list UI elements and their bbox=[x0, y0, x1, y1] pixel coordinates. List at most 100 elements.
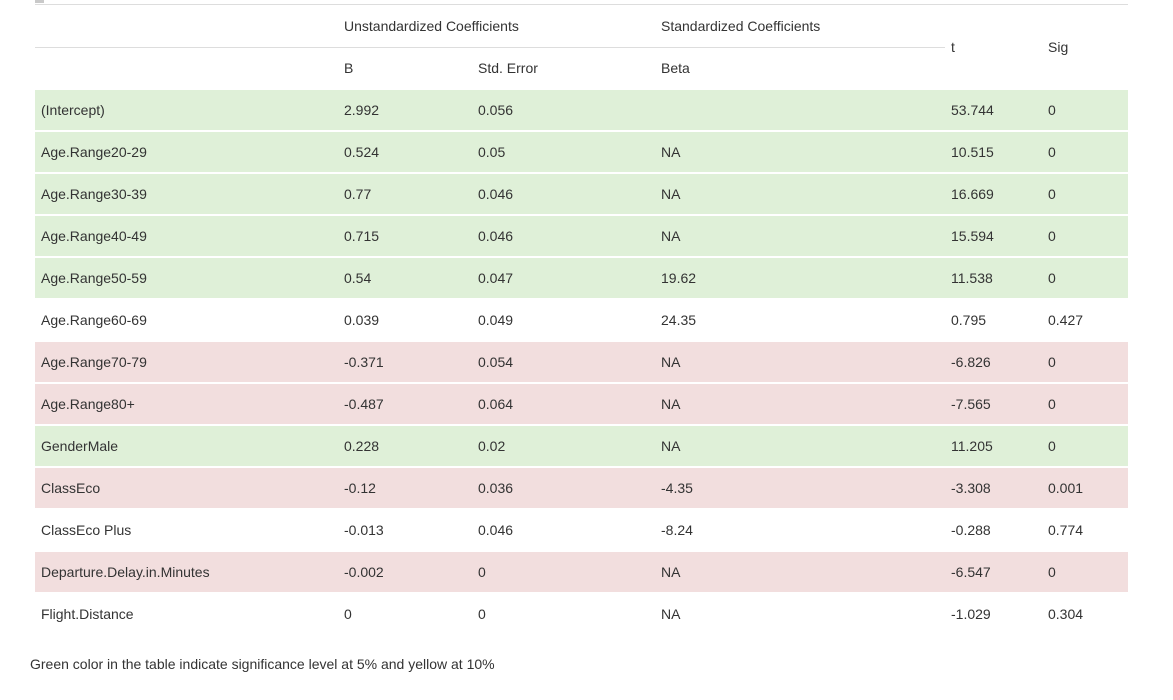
row-label-cell: Age.Range50-59 bbox=[35, 256, 338, 299]
std-error-cell: 0 bbox=[472, 592, 655, 634]
std-error-cell: 0.054 bbox=[472, 340, 655, 383]
beta-cell: -8.24 bbox=[655, 508, 945, 551]
b-cell: 0.77 bbox=[338, 172, 472, 215]
std-error-cell: 0.046 bbox=[472, 214, 655, 257]
sig-cell: 0 bbox=[1042, 424, 1128, 467]
b-cell: 0 bbox=[338, 592, 472, 634]
sig-cell: 0.001 bbox=[1042, 466, 1128, 509]
table-row: Age.Range40-49 0.715 0.046 NA 15.594 0 bbox=[35, 214, 1128, 257]
table-row: Age.Range20-29 0.524 0.05 NA 10.515 0 bbox=[35, 130, 1128, 173]
table-row: ClassEco -0.12 0.036 -4.35 -3.308 0.001 bbox=[35, 466, 1128, 509]
table-body: (Intercept) 2.992 0.056 53.744 0 Age.Range20-… bbox=[35, 88, 1128, 634]
sig-cell: 0 bbox=[1042, 88, 1128, 131]
sig-cell: 0 bbox=[1042, 130, 1128, 173]
b-cell: -0.002 bbox=[338, 550, 472, 593]
row-label-cell: Departure.Delay.in.Minutes bbox=[35, 550, 338, 593]
coefficients-panel: Unstandardized Coefficients Standardized… bbox=[30, 4, 1128, 673]
b-cell: -0.371 bbox=[338, 340, 472, 383]
table-footnote: Green color in the table indicate signif… bbox=[30, 656, 495, 672]
t-cell: -6.547 bbox=[945, 550, 1042, 593]
b-cell: 0.039 bbox=[338, 298, 472, 341]
sig-cell: 0 bbox=[1042, 214, 1128, 257]
b-cell: -0.12 bbox=[338, 466, 472, 509]
std-error-cell: 0.047 bbox=[472, 256, 655, 299]
header-std-error: Std. Error bbox=[472, 47, 655, 90]
beta-cell: -4.35 bbox=[655, 466, 945, 509]
table-row: Age.Range70-79 -0.371 0.054 NA -6.826 0 bbox=[35, 340, 1128, 383]
sig-cell: 0.304 bbox=[1042, 592, 1128, 634]
t-cell: 0.795 bbox=[945, 298, 1042, 341]
row-label-cell: Age.Range20-29 bbox=[35, 130, 338, 173]
beta-cell: NA bbox=[655, 592, 945, 634]
beta-cell: NA bbox=[655, 424, 945, 467]
beta-cell: NA bbox=[655, 130, 945, 173]
table-row: (Intercept) 2.992 0.056 53.744 0 bbox=[35, 88, 1128, 131]
sig-cell: 0 bbox=[1042, 256, 1128, 299]
header-unstandardized-coefficients: Unstandardized Coefficients bbox=[338, 4, 655, 48]
std-error-cell: 0.02 bbox=[472, 424, 655, 467]
b-cell: 0.54 bbox=[338, 256, 472, 299]
row-label-cell: Age.Range40-49 bbox=[35, 214, 338, 257]
row-label-cell: Age.Range30-39 bbox=[35, 172, 338, 215]
std-error-cell: 0.046 bbox=[472, 172, 655, 215]
header-sub-row: B Std. Error Beta bbox=[35, 47, 1128, 90]
b-cell: 0.715 bbox=[338, 214, 472, 257]
beta-cell bbox=[655, 88, 945, 131]
t-cell: -0.288 bbox=[945, 508, 1042, 551]
t-cell: 16.669 bbox=[945, 172, 1042, 215]
table-row: Age.Range60-69 0.039 0.049 24.35 0.795 0.427 bbox=[35, 298, 1128, 341]
std-error-cell: 0.036 bbox=[472, 466, 655, 509]
std-error-cell: 0.056 bbox=[472, 88, 655, 131]
b-cell: 0.228 bbox=[338, 424, 472, 467]
beta-cell: NA bbox=[655, 172, 945, 215]
beta-cell: NA bbox=[655, 214, 945, 257]
t-cell: -7.565 bbox=[945, 382, 1042, 425]
sig-cell: 0 bbox=[1042, 172, 1128, 215]
row-label-cell: GenderMale bbox=[35, 424, 338, 467]
b-cell: 0.524 bbox=[338, 130, 472, 173]
b-cell: -0.487 bbox=[338, 382, 472, 425]
t-cell: 53.744 bbox=[945, 88, 1042, 131]
table-row: Age.Range50-59 0.54 0.047 19.62 11.538 0 bbox=[35, 256, 1128, 299]
sig-cell: 0 bbox=[1042, 340, 1128, 383]
table-row: Flight.Distance 0 0 NA -1.029 0.304 bbox=[35, 592, 1128, 634]
beta-cell: NA bbox=[655, 550, 945, 593]
t-cell: 15.594 bbox=[945, 214, 1042, 257]
sig-cell: 0 bbox=[1042, 382, 1128, 425]
t-cell: -3.308 bbox=[945, 466, 1042, 509]
header-group-row: Unstandardized Coefficients Standardized… bbox=[35, 4, 1128, 55]
table-row: GenderMale 0.228 0.02 NA 11.205 0 bbox=[35, 424, 1128, 467]
b-cell: -0.013 bbox=[338, 508, 472, 551]
t-cell: -1.029 bbox=[945, 592, 1042, 634]
header-b: B bbox=[338, 47, 472, 90]
row-label-cell: Age.Range60-69 bbox=[35, 298, 338, 341]
header-beta: Beta bbox=[655, 47, 945, 90]
header-variable-spacer bbox=[35, 47, 338, 90]
sig-cell: 0.427 bbox=[1042, 298, 1128, 341]
std-error-cell: 0.049 bbox=[472, 298, 655, 341]
row-label-cell: Age.Range70-79 bbox=[35, 340, 338, 383]
table-header: Unstandardized Coefficients Standardized… bbox=[35, 4, 1128, 90]
clipped-element-artifact bbox=[35, 0, 44, 3]
row-label-cell: Flight.Distance bbox=[35, 592, 338, 634]
t-cell: 11.538 bbox=[945, 256, 1042, 299]
row-label-cell: ClassEco Plus bbox=[35, 508, 338, 551]
b-cell: 2.992 bbox=[338, 88, 472, 131]
t-cell: 11.205 bbox=[945, 424, 1042, 467]
table-row: Departure.Delay.in.Minutes -0.002 0 NA -6.54… bbox=[35, 550, 1128, 593]
table-row: ClassEco Plus -0.013 0.046 -8.24 -0.288 0.774 bbox=[35, 508, 1128, 551]
sig-cell: 0.774 bbox=[1042, 508, 1128, 551]
table-row: Age.Range30-39 0.77 0.046 NA 16.669 0 bbox=[35, 172, 1128, 215]
sig-cell: 0 bbox=[1042, 550, 1128, 593]
header-sig: Sig bbox=[1048, 38, 1069, 55]
std-error-cell: 0.064 bbox=[472, 382, 655, 425]
t-cell: -6.826 bbox=[945, 340, 1042, 383]
coefficients-table: Unstandardized Coefficients Standardized… bbox=[35, 4, 1128, 634]
beta-cell: 19.62 bbox=[655, 256, 945, 299]
row-label-cell: (Intercept) bbox=[35, 88, 338, 131]
std-error-cell: 0 bbox=[472, 550, 655, 593]
t-cell: 10.515 bbox=[945, 130, 1042, 173]
beta-cell: NA bbox=[655, 340, 945, 383]
std-error-cell: 0.05 bbox=[472, 130, 655, 173]
